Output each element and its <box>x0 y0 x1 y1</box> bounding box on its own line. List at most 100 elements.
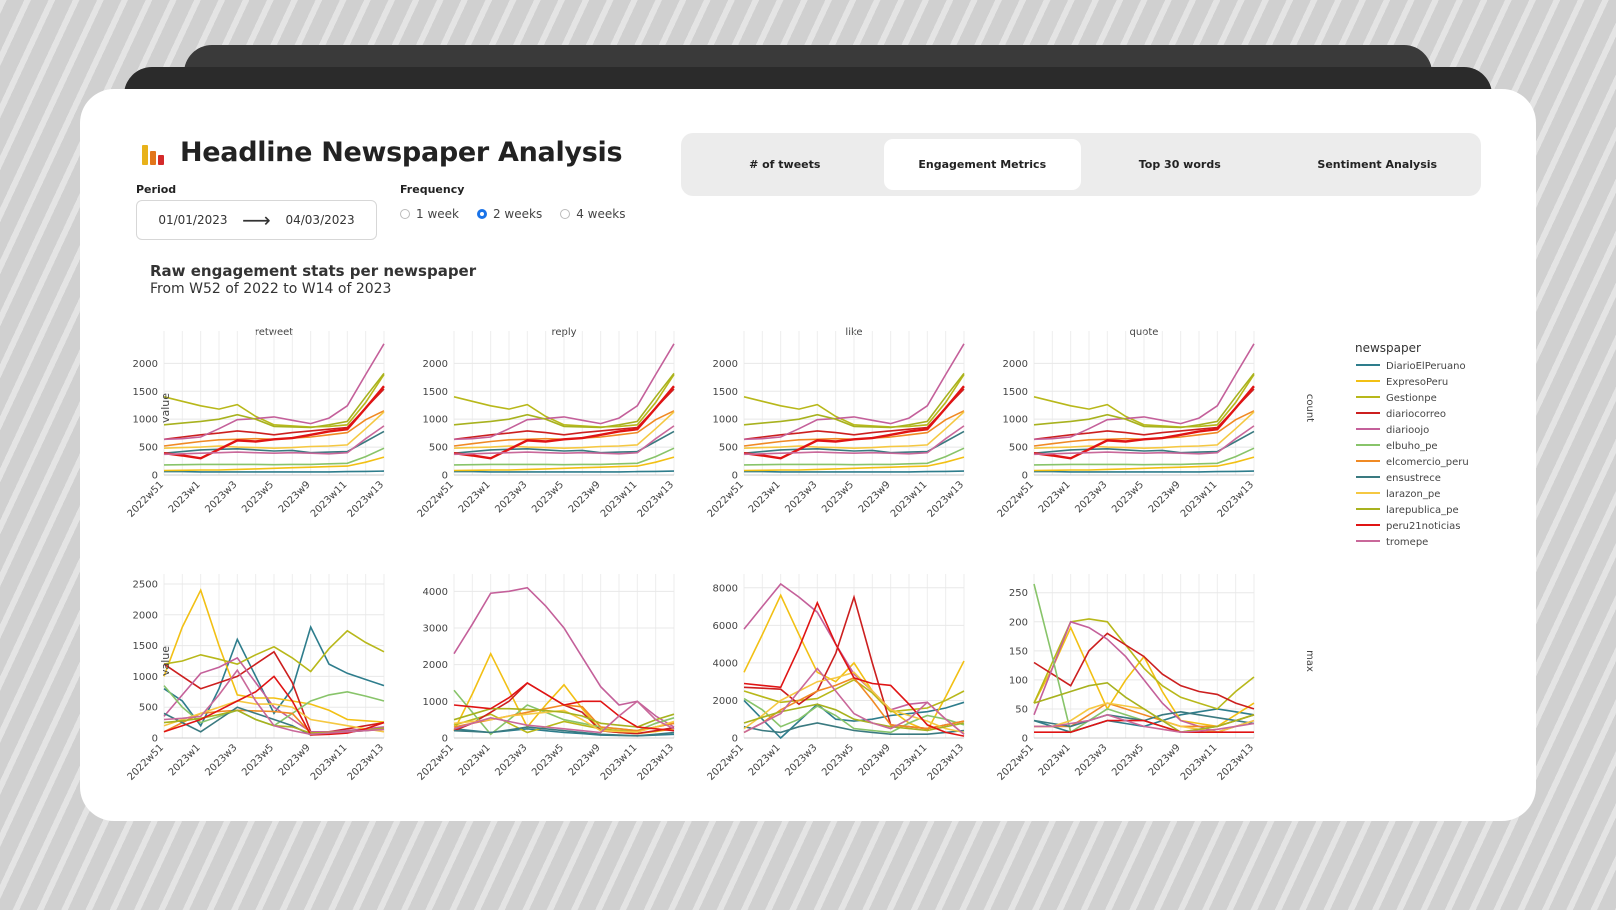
tab-bar: # of tweets Engagement Metrics Top 30 wo… <box>681 133 1481 196</box>
x-tick-label: 2023w11 <box>1179 742 1220 783</box>
x-tick-label: 2023w5 <box>1110 742 1146 778</box>
y-tick-label: 1000 <box>133 415 158 426</box>
dashboard-card: Headline Newspaper Analysis Period 01/01… <box>80 89 1536 821</box>
period-date-range[interactable]: 01/01/2023 ⟶ 04/03/2023 <box>136 200 377 240</box>
y-tick-label: 500 <box>1009 443 1028 454</box>
legend-item-DiarioElPeruano: DiarioElPeruano <box>1386 361 1466 372</box>
x-tick-label: 2023w1 <box>747 479 783 515</box>
x-tick-label: 2023w1 <box>457 742 493 778</box>
x-tick-label: 2023w13 <box>636 742 677 783</box>
y-tick-label: 0 <box>732 734 738 745</box>
series-line-peru21noticias <box>743 385 965 460</box>
series-line-tromepe <box>453 700 675 734</box>
y-tick-label: 0 <box>442 471 448 482</box>
x-tick-label: 2022w51 <box>126 479 167 520</box>
series-line-larazon_pe <box>163 700 385 733</box>
y-tick-label: 8000 <box>713 583 738 594</box>
frequency-option-1-week[interactable]: 1 week <box>400 207 459 221</box>
series-line-DiarioElPeruano <box>163 624 385 728</box>
series-line-larepublica_pe <box>453 372 675 429</box>
series-line-larazon_pe <box>1033 411 1255 450</box>
x-tick-label: 2023w3 <box>783 479 819 515</box>
x-tick-label: 2022w51 <box>996 742 1037 783</box>
x-tick-label: 2023w13 <box>926 742 967 783</box>
x-tick-label: 2023w11 <box>599 742 640 783</box>
tab-engagement-metrics[interactable]: Engagement Metrics <box>883 139 1081 190</box>
y-tick-label: 2000 <box>133 359 158 370</box>
x-tick-label: 2023w9 <box>857 479 893 515</box>
radio-selected-icon[interactable] <box>476 209 487 219</box>
x-tick-label: 2023w9 <box>567 742 603 778</box>
legend-item-Gestionpe: Gestionpe <box>1386 393 1437 404</box>
start-date-input[interactable]: 01/01/2023 <box>158 213 228 227</box>
series-line-elbuho_pe <box>453 447 675 466</box>
x-tick-label: 2023w11 <box>309 479 350 520</box>
y-axis-title: value <box>159 646 172 676</box>
x-tick-label: 2023w3 <box>1073 479 1109 515</box>
y-tick-label: 250 <box>1009 588 1028 599</box>
legend-title: newspaper <box>1355 341 1421 355</box>
x-tick-label: 2023w9 <box>277 742 313 778</box>
series-line-larazon_pe <box>743 671 965 734</box>
series-line-ensustrece <box>1033 430 1255 454</box>
series-line-peru21noticias <box>453 385 675 460</box>
x-tick-label: 2023w3 <box>203 479 239 515</box>
y-tick-label: 0 <box>152 734 158 745</box>
series-line-Gestionpe <box>453 374 675 428</box>
x-tick-label: 2023w9 <box>857 742 893 778</box>
legend-item-diarioojo: diarioojo <box>1386 425 1429 436</box>
series-line-peru21noticias <box>1033 385 1255 460</box>
y-tick-label: 2000 <box>423 660 448 671</box>
legend-item-peru21noticias: peru21noticias <box>1386 521 1460 532</box>
series-line-tromepe <box>743 425 965 456</box>
radio-icon[interactable] <box>560 209 571 219</box>
y-tick-label: 2000 <box>133 610 158 621</box>
y-tick-label: 4000 <box>713 658 738 669</box>
series-line-diarioojo <box>163 343 385 441</box>
y-tick-label: 2000 <box>423 359 448 370</box>
tab-sentiment-analysis[interactable]: Sentiment Analysis <box>1317 158 1438 171</box>
y-tick-label: 3000 <box>423 624 448 635</box>
series-line-ExpresoPeru <box>163 588 385 723</box>
y-tick-label: 500 <box>429 443 448 454</box>
series-line-ensustrece <box>743 722 965 736</box>
y-tick-label: 0 <box>1022 734 1028 745</box>
x-tick-label: 2023w1 <box>167 742 203 778</box>
y-tick-label: 0 <box>442 734 448 745</box>
x-tick-label: 2023w11 <box>1179 479 1220 520</box>
x-tick-label: 2023w1 <box>747 742 783 778</box>
series-line-elbuho_pe <box>743 697 965 734</box>
y-tick-label: 0 <box>152 471 158 482</box>
legend-item-ensustrece: ensustrece <box>1386 473 1441 484</box>
series-line-ExpresoPeru <box>453 456 675 472</box>
y-tick-label: 1500 <box>1003 387 1028 398</box>
x-tick-label: 2022w51 <box>416 742 457 783</box>
y-tick-label: 1000 <box>713 415 738 426</box>
end-date-input[interactable]: 04/03/2023 <box>285 213 355 227</box>
series-line-larazon_pe <box>743 411 965 450</box>
x-tick-label: 2023w9 <box>1147 742 1183 778</box>
frequency-option-2-weeks[interactable]: 2 weeks <box>476 207 542 221</box>
series-line-Gestionpe <box>743 374 965 428</box>
x-tick-label: 2023w5 <box>530 742 566 778</box>
engagement-chart-grid: retweet reply like quote0500100015002000202… <box>126 327 1469 783</box>
series-line-larazon_pe <box>163 411 385 450</box>
tab-top-30-words[interactable]: Top 30 words <box>1138 158 1221 171</box>
x-tick-label: 2022w51 <box>706 479 747 520</box>
radio-icon[interactable] <box>400 209 410 219</box>
series-line-DiarioElPeruano <box>1034 470 1255 473</box>
x-tick-label: 2023w1 <box>1037 479 1073 515</box>
chart-subtitle: From W52 of 2022 to W14 of 2023 <box>150 281 392 297</box>
x-tick-label: 2023w1 <box>1037 742 1073 778</box>
series-line-Gestionpe <box>163 629 385 673</box>
legend-item-tromepe: tromepe <box>1386 537 1428 548</box>
x-tick-label: 2023w5 <box>820 479 856 515</box>
x-tick-label: 2023w13 <box>1216 742 1257 783</box>
legend-item-larazon_pe: larazon_pe <box>1386 489 1440 500</box>
frequency-option-4-weeks[interactable]: 4 weeks <box>560 207 625 221</box>
series-line-Gestionpe <box>1033 374 1255 428</box>
tab-num-tweets[interactable]: # of tweets <box>749 158 821 171</box>
y-tick-label: 1000 <box>133 672 158 683</box>
series-line-ExpresoPeru <box>743 456 965 472</box>
x-tick-label: 2023w13 <box>346 742 387 783</box>
